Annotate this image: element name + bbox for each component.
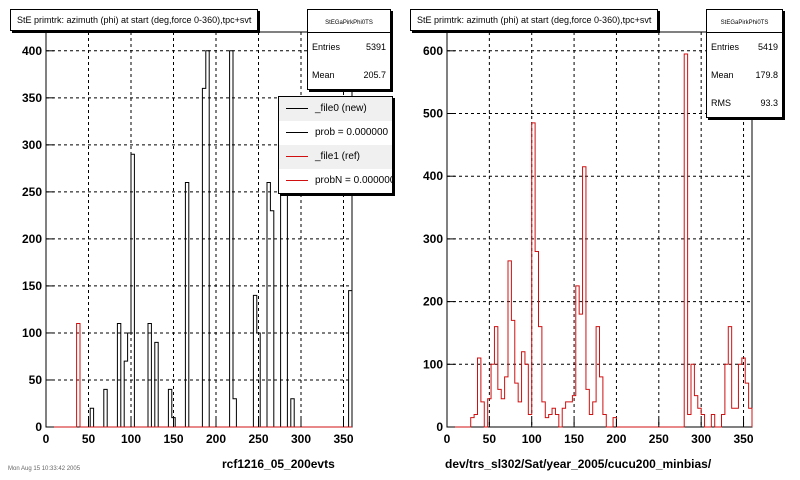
left-plot-title: StE primtrk: azimuth (phi) at start (deg… (10, 9, 259, 31)
legend-label-file0: _file0 (new) (315, 103, 367, 114)
left-xtick-label: 250 (248, 432, 268, 446)
right-ytick-label: 100 (423, 357, 443, 371)
right-xtick-label: 150 (564, 432, 584, 446)
legend-label-file1: _file1 (ref) (315, 151, 361, 162)
legend-swatch-file0 (286, 108, 308, 109)
left-ytick-label: 0 (35, 420, 42, 434)
left-series-1 (46, 323, 352, 428)
left-mean-label: Mean (312, 70, 335, 80)
left-xtick-label: 0 (43, 432, 50, 446)
left-xtick-label: 100 (121, 432, 141, 446)
left-stats-box: StEGaPirkPhi0TS Entries 5391 Mean 205.7 (307, 9, 391, 90)
right-plot-title: StE primtrk: azimuth (phi) at start (deg… (410, 9, 659, 31)
left-ytick-label: 250 (22, 185, 42, 199)
right-ytick-label: 500 (423, 107, 443, 121)
right-xtick-label: 200 (606, 432, 626, 446)
right-x-axis-title: dev/trs_sl302/Sat/year_2005/cucu200_minb… (445, 457, 712, 471)
left-stats-mean: Mean 205.7 (308, 61, 390, 89)
left-ytick-label: 150 (22, 279, 42, 293)
legend-item-probn: probN = 0.000000 (279, 169, 392, 193)
right-stats-entries: Entries 5419 (707, 33, 782, 61)
right-stats-header: StEGaPirkPhi0TS (707, 10, 782, 33)
right-stats-mean: Mean 179.8 (707, 61, 782, 89)
right-ytick-label: 0 (436, 420, 443, 434)
left-ytick-label: 200 (22, 232, 42, 246)
legend-item-prob: prob = 0.000000 (279, 121, 392, 145)
left-stats-header: StEGaPirkPhi0TS (308, 10, 390, 33)
right-xtick-label: 50 (483, 432, 497, 446)
plot-left: 0 50 100 150 200 250 300 350 0 50 100 150 200 250 300 3… (22, 31, 354, 446)
legend-label-probn: probN = 0.000000 (315, 175, 393, 186)
right-ytick-label: 300 (423, 232, 443, 246)
right-xtick-label: 100 (522, 432, 542, 446)
left-stats-entries: Entries 5391 (308, 33, 390, 61)
right-entries-value: 5419 (757, 42, 778, 52)
right-stats-rms: RMS 93.3 (707, 89, 782, 117)
right-rms-value: 93.3 (760, 98, 778, 108)
left-ytick-label: 350 (22, 91, 42, 105)
right-stats-box: StEGaPirkPhi0TS Entries 5419 Mean 179.8 … (706, 9, 783, 118)
right-xtick-label: 0 (444, 432, 451, 446)
legend-swatch-file1 (286, 156, 308, 157)
right-ytick-label: 400 (423, 169, 443, 183)
right-xtick-label: 350 (734, 432, 754, 446)
left-xtick-label: 300 (291, 432, 311, 446)
legend-swatch-prob (286, 132, 308, 133)
right-mean-label: Mean (711, 70, 734, 80)
legend-item-file0: _file0 (new) (279, 97, 392, 121)
right-mean-value: 179.8 (755, 70, 778, 80)
right-entries-label: Entries (711, 42, 740, 52)
left-legend: _file0 (new) prob = 0.000000 _file1 (ref… (278, 96, 393, 194)
legend-label-prob: prob = 0.000000 (315, 127, 389, 138)
right-ytick-label: 200 (423, 295, 443, 309)
left-mean-value: 205.7 (363, 70, 386, 80)
footer-timestamp: Mon Aug 15 10:33:42 2005 (8, 466, 81, 472)
legend-item-file1: _file1 (ref) (279, 145, 392, 169)
left-frame (45, 31, 353, 428)
left-ytick-label: 400 (22, 44, 42, 58)
left-xtick-label: 200 (206, 432, 226, 446)
left-xtick-label: 350 (333, 432, 353, 446)
right-xtick-label: 250 (649, 432, 669, 446)
legend-swatch-probn (286, 180, 308, 181)
left-xtick-label: 150 (163, 432, 183, 446)
left-entries-value: 5391 (365, 42, 386, 52)
right-rms-label: RMS (711, 98, 731, 108)
left-xtick-label: 50 (82, 432, 96, 446)
left-ytick-label: 300 (22, 138, 42, 152)
left-ytick-label: 50 (29, 373, 43, 387)
right-series-0 (447, 53, 753, 428)
left-ytick-label: 100 (22, 326, 42, 340)
right-xtick-label: 300 (691, 432, 711, 446)
right-ytick-label: 600 (423, 44, 443, 58)
plot-right: 0 50 100 150 200 250 300 350 0 100 200 300 400 500 600 (423, 31, 754, 446)
left-entries-label: Entries (312, 42, 341, 52)
left-x-axis-title: rcf1216_05_200evts (222, 457, 335, 471)
